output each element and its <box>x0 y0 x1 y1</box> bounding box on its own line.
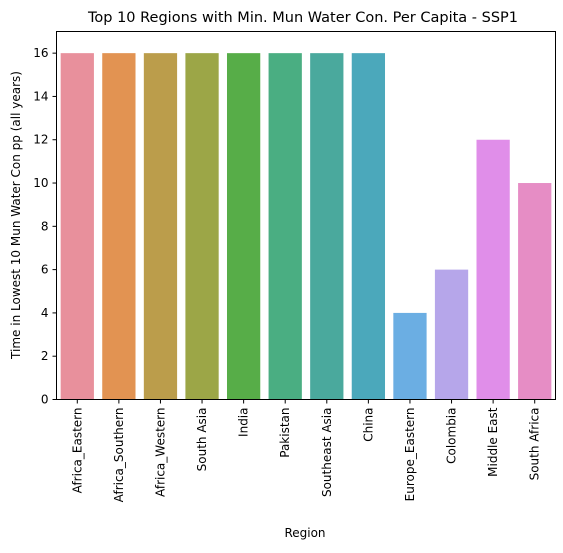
bar-china <box>351 53 386 400</box>
bar-europe-eastern <box>393 312 427 400</box>
bar-india <box>226 53 261 400</box>
y-tick-label: 10 <box>33 176 48 190</box>
bar-africa-eastern <box>60 53 94 400</box>
x-tick-label: South Africa <box>528 408 542 481</box>
x-tick-label: Middle East <box>486 407 500 477</box>
bar-pakistan <box>268 53 302 400</box>
y-tick-label: 16 <box>33 46 48 60</box>
x-tick-label: Africa_Southern <box>112 408 126 503</box>
x-tick-label: South Asia <box>195 408 209 472</box>
bar-colombia <box>434 269 469 400</box>
y-tick-label: 4 <box>41 306 49 320</box>
y-tick-label: 6 <box>41 263 49 277</box>
y-tick-label: 0 <box>41 393 49 407</box>
x-tick-label: Africa_Eastern <box>70 408 84 494</box>
y-tick-label: 2 <box>41 349 49 363</box>
x-tick-label: Colombia <box>445 408 459 464</box>
bars-group <box>60 53 552 400</box>
x-tick-label: China <box>361 408 375 442</box>
x-tick-label: Europe_Eastern <box>403 408 417 502</box>
plot-frame <box>56 31 556 400</box>
bar-south-africa <box>518 183 552 400</box>
y-tick-label: 12 <box>33 133 48 147</box>
bar-africa-western <box>143 53 178 400</box>
x-tick-label: India <box>237 408 251 437</box>
x-tick-label: Southeast Asia <box>320 408 334 498</box>
y-tick-label: 14 <box>33 89 48 103</box>
bar-south-asia <box>185 53 219 400</box>
x-axis-label: Region <box>284 526 325 540</box>
x-tick-label: Pakistan <box>278 408 292 458</box>
x-tick-label: Africa_Western <box>153 408 167 497</box>
bar-southeast-asia <box>310 53 344 400</box>
chart-title: Top 10 Regions with Min. Mun Water Con. … <box>87 10 518 26</box>
y-axis-label: Time in Lowest 10 Mun Water Con pp (all … <box>9 71 23 360</box>
bar-middle-east <box>476 139 510 400</box>
x-axis: Africa_Eastern Africa_Southern Africa_West… <box>70 399 542 503</box>
bar-africa-southern <box>102 53 136 400</box>
y-axis: 0 2 4 6 8 10 12 14 16 <box>33 46 57 407</box>
y-tick-label: 8 <box>41 219 49 233</box>
